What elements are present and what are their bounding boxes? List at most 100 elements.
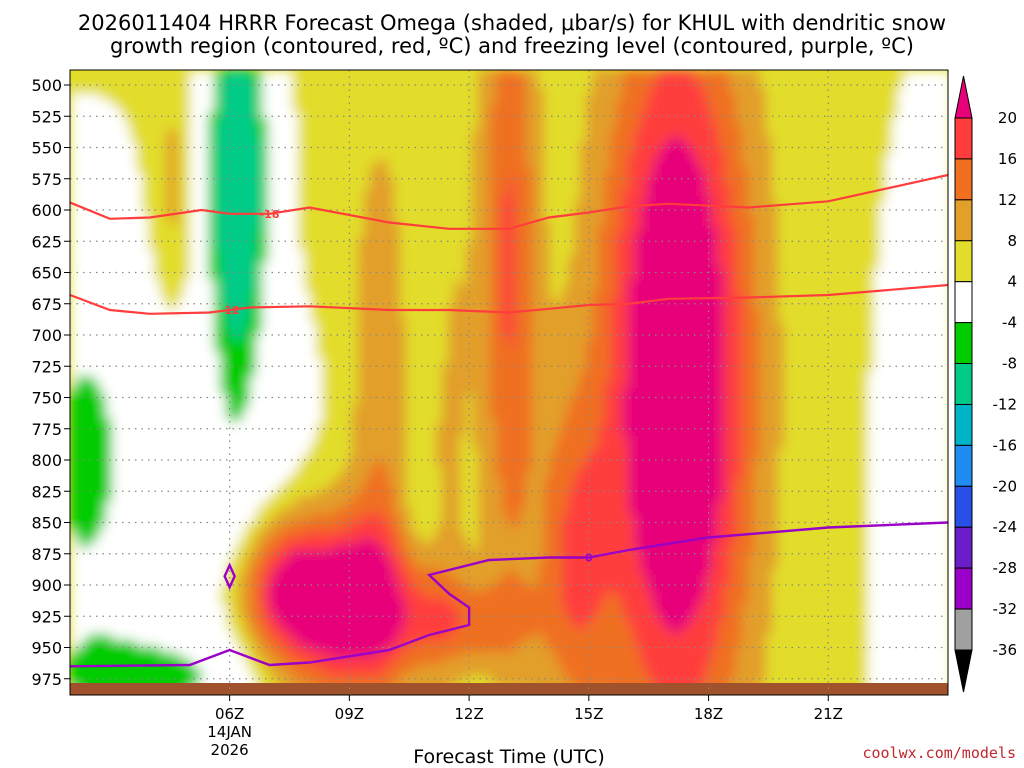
omega-cell: [292, 538, 299, 545]
omega-cell: [184, 664, 191, 671]
omega-cell: [238, 244, 245, 251]
omega-cell: [286, 658, 293, 665]
omega-cell: [310, 550, 317, 557]
omega-cell: [304, 610, 311, 617]
omega-cell: [244, 592, 251, 599]
omega-cell: [142, 268, 149, 275]
omega-cell: [262, 346, 269, 353]
omega-cell: [280, 88, 287, 95]
omega-cell: [334, 388, 341, 395]
omega-cell: [130, 556, 137, 563]
omega-cell: [196, 676, 203, 683]
omega-cell: [340, 316, 347, 323]
omega-cell: [262, 286, 269, 293]
omega-cell: [70, 580, 77, 587]
omega-cell: [100, 358, 107, 365]
omega-cell: [70, 388, 77, 395]
omega-cell: [220, 124, 227, 131]
omega-cell: [274, 280, 281, 287]
omega-cell: [322, 508, 329, 515]
omega-cell: [346, 664, 353, 671]
omega-cell: [256, 592, 263, 599]
omega-cell: [190, 100, 197, 107]
omega-cell: [244, 232, 251, 239]
omega-cell: [292, 202, 299, 209]
omega-cell: [280, 70, 287, 77]
omega-cell: [178, 274, 185, 281]
omega-cell: [220, 334, 227, 341]
omega-cell: [274, 160, 281, 167]
omega-cell: [94, 364, 101, 371]
omega-cell: [154, 454, 161, 461]
omega-cell: [274, 286, 281, 293]
omega-cell: [76, 142, 83, 149]
omega-cell: [154, 442, 161, 449]
omega-cell: [268, 208, 275, 215]
omega-cell: [100, 556, 107, 563]
omega-cell: [136, 526, 143, 533]
omega-cell: [214, 70, 221, 77]
omega-cell: [274, 70, 281, 77]
omega-cell: [118, 82, 125, 89]
omega-cell: [250, 466, 257, 473]
omega-cell: [280, 316, 287, 323]
omega-cell: [280, 130, 287, 137]
omega-cell: [274, 508, 281, 515]
omega-cell: [346, 76, 353, 83]
omega-cell: [184, 244, 191, 251]
omega-cell: [238, 466, 245, 473]
omega-cell: [154, 502, 161, 509]
omega-cell: [304, 532, 311, 539]
omega-cell: [88, 520, 95, 527]
omega-cell: [112, 364, 119, 371]
omega-cell: [118, 298, 125, 305]
omega-cell: [274, 118, 281, 125]
omega-cell: [70, 82, 77, 89]
omega-cell: [166, 340, 173, 347]
omega-cell: [238, 436, 245, 443]
omega-cell: [268, 280, 275, 287]
omega-cell: [304, 544, 311, 551]
omega-cell: [238, 154, 245, 161]
omega-cell: [304, 196, 311, 203]
omega-cell: [124, 262, 131, 269]
omega-cell: [172, 130, 179, 137]
omega-cell: [238, 364, 245, 371]
omega-cell: [106, 310, 113, 317]
omega-cell: [244, 118, 251, 125]
omega-cell: [238, 190, 245, 197]
omega-cell: [70, 538, 77, 545]
omega-cell: [76, 322, 83, 329]
omega-cell: [190, 532, 197, 539]
omega-cell: [184, 298, 191, 305]
omega-cell: [178, 574, 185, 581]
omega-cell: [190, 94, 197, 101]
omega-cell: [88, 292, 95, 299]
omega-cell: [208, 586, 215, 593]
omega-cell: [352, 334, 359, 341]
omega-cell: [292, 100, 299, 107]
omega-cell: [76, 472, 83, 479]
omega-cell: [130, 664, 137, 671]
omega-cell: [172, 250, 179, 257]
omega-cell: [178, 472, 185, 479]
omega-cell: [238, 646, 245, 653]
omega-cell: [286, 160, 293, 167]
omega-cell: [124, 562, 131, 569]
omega-cell: [70, 364, 77, 371]
omega-cell: [238, 400, 245, 407]
omega-cell: [112, 514, 119, 521]
omega-cell: [100, 520, 107, 527]
omega-cell: [106, 544, 113, 551]
omega-cell: [148, 472, 155, 479]
omega-cell: [88, 634, 95, 641]
omega-cell: [166, 160, 173, 167]
omega-cell: [76, 532, 83, 539]
omega-cell: [334, 640, 341, 647]
omega-cell: [184, 226, 191, 233]
omega-cell: [256, 106, 263, 113]
omega-cell: [118, 70, 125, 77]
omega-cell: [322, 310, 329, 317]
omega-cell: [328, 580, 335, 587]
omega-cell: [70, 418, 77, 425]
